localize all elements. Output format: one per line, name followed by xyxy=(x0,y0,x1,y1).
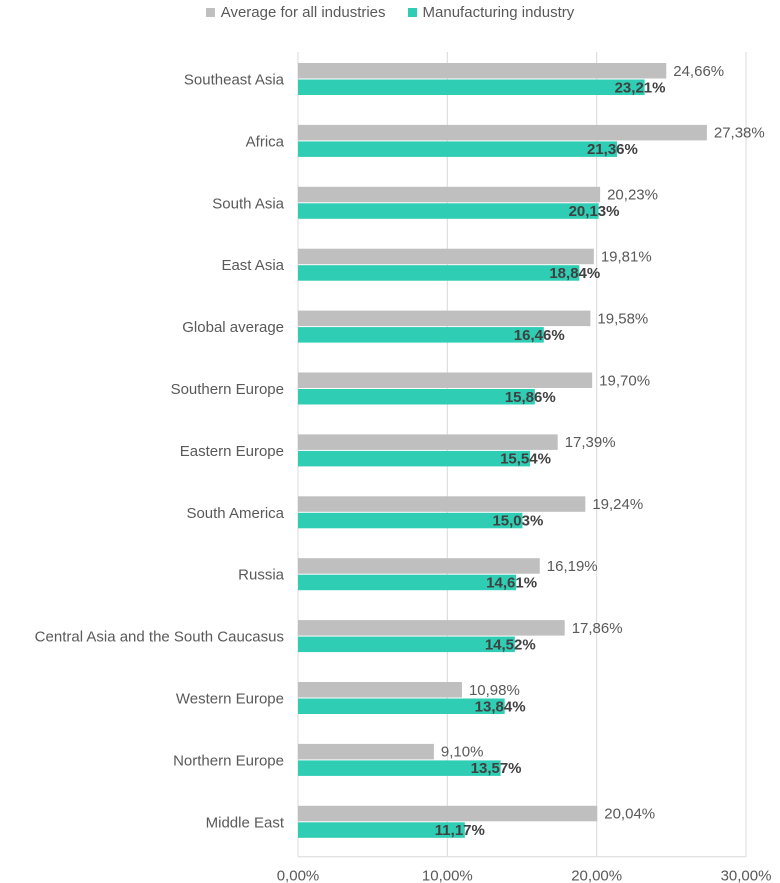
data-label-manufacturing-4: 16,46% xyxy=(514,327,565,344)
data-label-all-industries-9: 17,86% xyxy=(572,620,623,637)
data-label-manufacturing-7: 15,03% xyxy=(492,513,543,530)
category-label-4: Global average xyxy=(182,319,284,336)
data-label-manufacturing-0: 23,21% xyxy=(615,79,666,96)
bar-manufacturing-10 xyxy=(298,698,505,714)
data-label-all-industries-5: 19,70% xyxy=(599,372,650,389)
data-label-all-industries-10: 10,98% xyxy=(469,682,520,699)
data-label-all-industries-12: 20,04% xyxy=(604,806,655,823)
bar-all-industries-11 xyxy=(298,743,434,760)
data-label-all-industries-0: 24,66% xyxy=(673,63,724,80)
data-label-all-industries-7: 19,24% xyxy=(592,496,643,513)
bar-all-industries-10 xyxy=(298,682,462,698)
data-label-all-industries-4: 19,58% xyxy=(597,310,648,327)
x-tick-label-2: 20,00% xyxy=(571,868,622,883)
category-label-3: East Asia xyxy=(221,257,284,274)
bar-manufacturing-5 xyxy=(298,389,535,405)
data-label-manufacturing-10: 13,84% xyxy=(475,698,526,715)
bar-manufacturing-8 xyxy=(298,574,517,591)
bar-manufacturing-12 xyxy=(298,822,465,838)
bar-manufacturing-4 xyxy=(298,327,544,343)
legend-item-manufacturing: Manufacturing industry xyxy=(407,4,575,21)
bar-all-industries-4 xyxy=(298,310,591,327)
category-label-5: Southern Europe xyxy=(171,381,284,398)
bar-all-industries-2 xyxy=(298,186,601,203)
bar-manufacturing-6 xyxy=(298,450,531,467)
data-label-manufacturing-9: 14,52% xyxy=(485,636,536,653)
category-label-6: Eastern Europe xyxy=(180,443,284,460)
data-label-all-industries-6: 17,39% xyxy=(565,434,616,451)
data-label-all-industries-11: 9,10% xyxy=(441,744,484,761)
bar-manufacturing-2 xyxy=(298,203,599,219)
legend-swatch-manufacturing xyxy=(407,8,417,17)
x-tick-label-0: 0,00% xyxy=(277,868,320,883)
data-label-all-industries-3: 19,81% xyxy=(601,248,652,265)
data-label-manufacturing-12: 11,17% xyxy=(435,822,485,839)
category-label-0: Southeast Asia xyxy=(184,72,285,89)
legend-label-manufacturing: Manufacturing industry xyxy=(422,4,575,21)
category-label-1: Africa xyxy=(246,133,285,150)
bar-all-industries-5 xyxy=(298,372,593,388)
legend-label-all-industries: Average for all industries xyxy=(220,4,386,21)
data-label-all-industries-2: 20,23% xyxy=(607,187,658,204)
data-label-manufacturing-6: 15,54% xyxy=(500,451,551,468)
bar-all-industries-6 xyxy=(298,434,558,450)
category-label-8: Russia xyxy=(238,567,285,584)
data-label-all-industries-1: 27,38% xyxy=(714,125,765,142)
bar-all-industries-1 xyxy=(298,124,707,141)
category-label-9: Central Asia and the South Caucasus xyxy=(35,629,284,646)
bar-manufacturing-1 xyxy=(298,141,617,157)
data-label-manufacturing-3: 18,84% xyxy=(549,265,600,282)
category-label-12: Middle East xyxy=(206,814,285,831)
category-label-7: South America xyxy=(186,505,284,522)
legend-swatch-all-industries xyxy=(205,8,215,17)
category-label-11: Northern Europe xyxy=(173,752,284,769)
data-label-manufacturing-2: 20,13% xyxy=(569,203,620,220)
category-label-2: South Asia xyxy=(212,195,284,212)
x-tick-label-1: 10,00% xyxy=(422,868,473,883)
bar-manufacturing-3 xyxy=(298,265,580,281)
data-label-manufacturing-8: 14,61% xyxy=(486,574,537,591)
legend-item-all-industries: Average for all industries xyxy=(205,4,386,21)
category-label-10: Western Europe xyxy=(176,691,284,708)
x-tick-label-3: 30,00% xyxy=(721,868,772,883)
bar-all-industries-8 xyxy=(298,558,540,574)
bar-all-industries-7 xyxy=(298,496,586,512)
bar-manufacturing-7 xyxy=(298,512,523,529)
bar-all-industries-3 xyxy=(298,248,594,265)
data-label-manufacturing-1: 21,36% xyxy=(587,141,638,158)
bar-manufacturing-0 xyxy=(298,79,645,95)
bar-all-industries-12 xyxy=(298,805,598,822)
data-label-manufacturing-5: 15,86% xyxy=(505,389,556,406)
bar-all-industries-0 xyxy=(298,63,667,79)
data-label-all-industries-8: 16,19% xyxy=(547,558,598,575)
legend: Average for all industries Manufacturing… xyxy=(0,4,780,21)
bar-manufacturing-11 xyxy=(298,760,501,776)
data-label-manufacturing-11: 13,57% xyxy=(471,760,522,777)
bar-all-industries-9 xyxy=(298,620,565,636)
bar-manufacturing-9 xyxy=(298,636,515,653)
